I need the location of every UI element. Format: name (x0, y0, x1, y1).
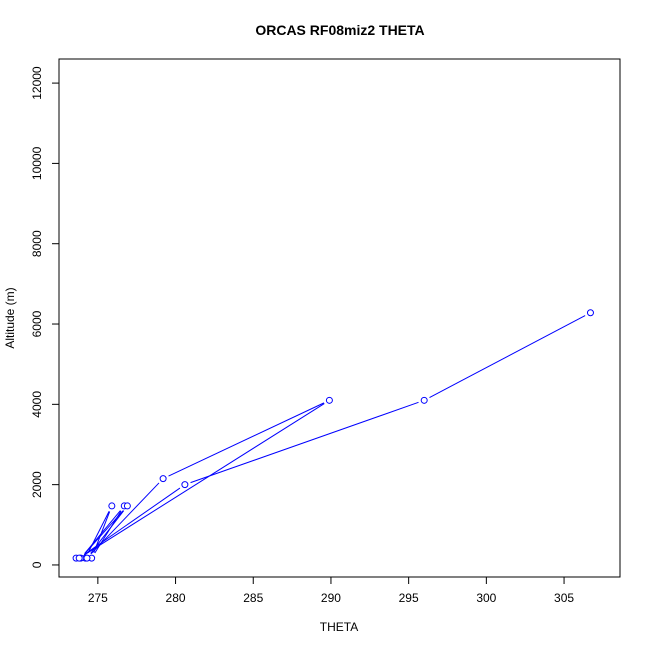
data-point (159, 475, 167, 483)
series-segment (190, 401, 419, 484)
data-point (181, 481, 189, 489)
y-tick-label: 0 (30, 561, 44, 568)
series-segment (84, 510, 124, 554)
y-tick-label: 2000 (30, 471, 44, 498)
x-tick-label: 300 (476, 591, 496, 605)
data-point (123, 502, 131, 510)
x-tick-label: 285 (243, 591, 263, 605)
data-point (83, 554, 91, 562)
x-axis: 275 280 285 290 295 300 305 (88, 576, 574, 605)
data-point (325, 396, 333, 404)
y-tick-label: 4000 (30, 391, 44, 418)
x-tick-label: 280 (166, 591, 186, 605)
x-tick-label: 275 (88, 591, 108, 605)
chart-title: ORCAS RF08miz2 THETA (255, 22, 424, 38)
y-axis-label: Altitude (m) (3, 287, 17, 348)
y-tick-label: 10000 (30, 146, 44, 180)
series-segment (84, 510, 121, 554)
series-points (72, 309, 594, 562)
y-tick-label: 12000 (30, 66, 44, 100)
series-segment (168, 402, 325, 477)
y-tick-label: 8000 (30, 230, 44, 257)
data-point (586, 309, 594, 317)
series-segment (429, 315, 586, 398)
series-segment (83, 487, 181, 556)
x-tick-label: 305 (554, 591, 574, 605)
x-axis-label: THETA (320, 620, 358, 634)
data-point (75, 554, 83, 562)
y-tick-label: 6000 (30, 310, 44, 337)
data-point (420, 396, 428, 404)
x-tick-label: 290 (321, 591, 341, 605)
data-point (108, 502, 116, 510)
series-segment (84, 403, 325, 556)
x-tick-label: 295 (399, 591, 419, 605)
y-axis: 0 2000 4000 6000 8000 10000 12000 (30, 66, 60, 568)
series-lines (83, 315, 586, 556)
